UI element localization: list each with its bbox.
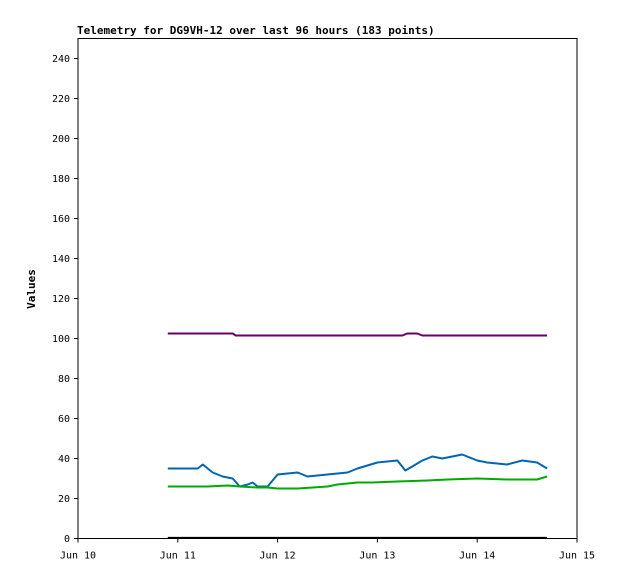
x-tick-label: Jun 15 [559,551,595,562]
series-layer [167,332,548,539]
y-tick-label: 140 [52,254,70,265]
series-line-1 [167,332,548,337]
y-tick-label: 40 [58,454,70,465]
y-tick-label: 0 [64,534,70,545]
y-tick-label: 240 [52,54,70,65]
y-tick-label: 100 [52,334,70,345]
x-tick-label: Jun 13 [359,551,395,562]
y-tick-label: 220 [52,94,70,105]
y-axis-label: Values [25,269,38,309]
x-tick-label: Jun 12 [260,551,296,562]
chart-title: Telemetry for DG9VH-12 over last 96 hour… [77,24,435,37]
y-tick-label: 200 [52,134,70,145]
y-tick-label: 20 [58,494,70,505]
y-tick-label: 80 [58,374,70,385]
x-axis: Jun 10 Jun 11 Jun 12 Jun 13 Jun 14 Jun 15 [60,538,595,562]
series-line-3 [167,475,548,490]
y-tick-label: 180 [52,174,70,185]
x-tick-label: Jun 14 [459,551,495,562]
x-tick-label: Jun 11 [160,551,196,562]
y-tick-label: 160 [52,214,70,225]
y-tick-label: 60 [58,414,70,425]
x-tick-label: Jun 10 [60,551,96,562]
series-line-2 [167,453,548,488]
y-tick-label: 120 [52,294,70,305]
y-axis: 0 20 40 60 80 100 120 140 160 180 200 220 240 [52,54,78,545]
